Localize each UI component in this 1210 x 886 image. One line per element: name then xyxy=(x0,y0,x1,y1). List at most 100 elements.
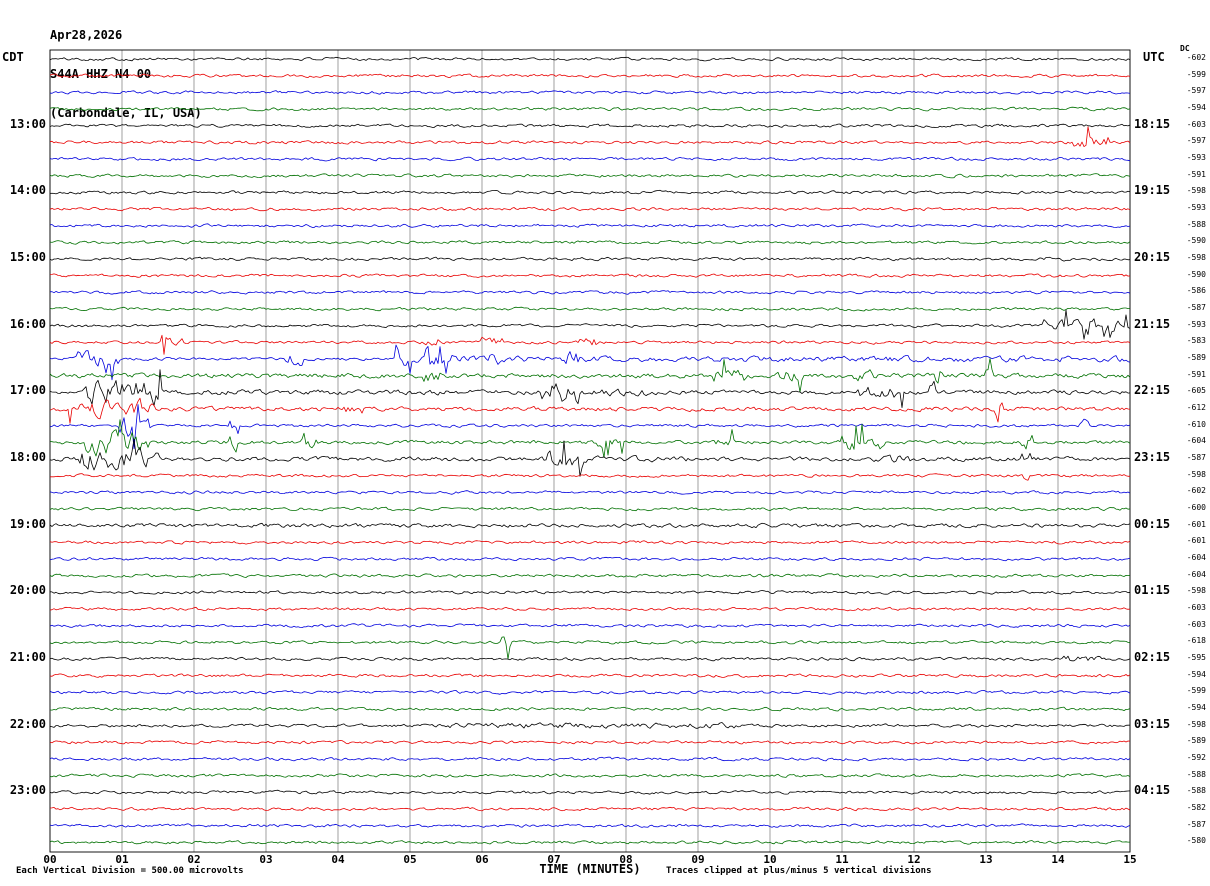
x-tick-label: 09 xyxy=(691,853,705,866)
trace-row[interactable] xyxy=(49,606,1131,612)
trace-row[interactable] xyxy=(49,189,1131,195)
dc-value: -598 xyxy=(1186,469,1206,479)
trace-row[interactable] xyxy=(49,239,1131,245)
dc-value: -602 xyxy=(1186,53,1206,62)
trace-row[interactable] xyxy=(49,655,1131,662)
dc-value: -590 xyxy=(1186,269,1206,279)
left-time-label: 21:00 xyxy=(9,650,46,664)
dc-value: -610 xyxy=(1186,419,1206,429)
trace-row[interactable] xyxy=(49,840,1130,845)
x-tick-label: 12 xyxy=(907,853,921,866)
trace-row[interactable] xyxy=(49,397,1131,424)
trace-row[interactable] xyxy=(49,773,1131,778)
trace-row[interactable] xyxy=(49,740,1131,745)
right-axis-label: UTC xyxy=(1143,50,1165,64)
dc-value: -594 xyxy=(1186,103,1206,112)
trace-row[interactable] xyxy=(49,522,1131,529)
dc-value: -600 xyxy=(1186,503,1206,512)
trace-row[interactable] xyxy=(49,540,1131,545)
right-time-label: 22:15 xyxy=(1134,383,1171,398)
trace-row[interactable] xyxy=(49,438,1131,477)
trace-row[interactable] xyxy=(49,156,1131,162)
trace-row[interactable] xyxy=(49,706,1131,712)
trace-row[interactable] xyxy=(49,556,1131,562)
dc-value: -591 xyxy=(1186,369,1206,379)
dc-value: -597 xyxy=(1186,136,1206,146)
trace-row[interactable] xyxy=(49,419,1131,458)
right-time-label: 01:15 xyxy=(1134,583,1171,598)
dc-value: -594 xyxy=(1186,703,1206,712)
trace-row[interactable] xyxy=(49,806,1131,812)
scale-note: Each Vertical Division = 500.00 microvol… xyxy=(16,866,244,876)
trace-row[interactable] xyxy=(49,106,1131,112)
trace-row[interactable] xyxy=(49,334,1131,355)
dc-value: -604 xyxy=(1186,569,1206,579)
trace-row[interactable] xyxy=(49,573,1131,578)
trace-row[interactable] xyxy=(49,223,1131,229)
trace-row[interactable] xyxy=(49,306,1131,312)
dc-value: -591 xyxy=(1186,169,1206,179)
trace-row[interactable] xyxy=(49,623,1131,628)
trace-row[interactable] xyxy=(49,126,1131,148)
trace-row[interactable] xyxy=(49,636,1131,660)
trace-row[interactable] xyxy=(49,273,1131,278)
trace-row[interactable] xyxy=(49,344,1131,381)
x-tick-label: 05 xyxy=(403,853,417,866)
dc-value: -588 xyxy=(1186,769,1206,779)
dc-value: -597 xyxy=(1186,86,1206,96)
x-tick-label: 15 xyxy=(1123,853,1137,866)
trace-row[interactable] xyxy=(49,56,1131,62)
dc-value: -599 xyxy=(1186,69,1206,79)
trace-row[interactable] xyxy=(49,309,1131,340)
trace-row[interactable] xyxy=(49,404,1131,450)
x-tick-label: 04 xyxy=(331,853,345,866)
x-tick-label: 01 xyxy=(115,853,129,866)
trace-row[interactable] xyxy=(49,590,1131,595)
trace-row[interactable] xyxy=(49,823,1131,828)
trace-row[interactable] xyxy=(49,256,1131,262)
dc-value: -601 xyxy=(1186,536,1206,546)
trace-row[interactable] xyxy=(49,690,1131,695)
trace-row[interactable] xyxy=(49,756,1131,762)
dc-value: -593 xyxy=(1186,319,1206,329)
x-tick-label: 02 xyxy=(187,853,201,866)
right-time-label: 21:15 xyxy=(1134,316,1171,331)
left-time-label: 20:00 xyxy=(9,583,46,598)
trace-row[interactable] xyxy=(49,123,1131,128)
dc-value: -598 xyxy=(1186,586,1206,596)
dc-value: -589 xyxy=(1186,353,1206,362)
trace-row[interactable] xyxy=(49,490,1131,495)
left-time-label: 14:00 xyxy=(9,183,46,198)
trace-row[interactable] xyxy=(50,473,1131,481)
trace-row[interactable] xyxy=(49,73,1131,78)
dc-value: -593 xyxy=(1186,203,1206,212)
dc-value: -604 xyxy=(1186,553,1206,562)
trace-row[interactable] xyxy=(49,173,1131,179)
trace-row[interactable] xyxy=(49,90,1131,95)
dc-value: -586 xyxy=(1186,286,1206,296)
dc-value: -603 xyxy=(1186,119,1206,129)
dc-value: -598 xyxy=(1186,719,1206,729)
trace-row[interactable] xyxy=(49,722,1131,729)
trace-row[interactable] xyxy=(49,369,1131,409)
trace-row[interactable] xyxy=(49,290,1131,295)
trace-row[interactable] xyxy=(49,789,1131,795)
dc-value: -587 xyxy=(1186,819,1206,829)
trace-row[interactable] xyxy=(49,358,1131,393)
left-time-label: 22:00 xyxy=(9,716,46,731)
x-tick-label: 14 xyxy=(1051,853,1065,866)
dc-value: -618 xyxy=(1186,636,1206,646)
trace-row[interactable] xyxy=(49,673,1131,678)
right-time-label: 00:15 xyxy=(1134,516,1171,531)
dc-value: -589 xyxy=(1186,736,1206,746)
dc-value: -603 xyxy=(1186,603,1206,612)
dc-value: -587 xyxy=(1186,303,1206,312)
trace-row[interactable] xyxy=(49,506,1131,512)
trace-row[interactable] xyxy=(49,206,1131,212)
dc-value: -593 xyxy=(1186,153,1206,162)
dc-value: -592 xyxy=(1186,753,1206,762)
x-tick-label: 08 xyxy=(619,853,633,866)
left-axis-label: CDT xyxy=(2,50,24,64)
